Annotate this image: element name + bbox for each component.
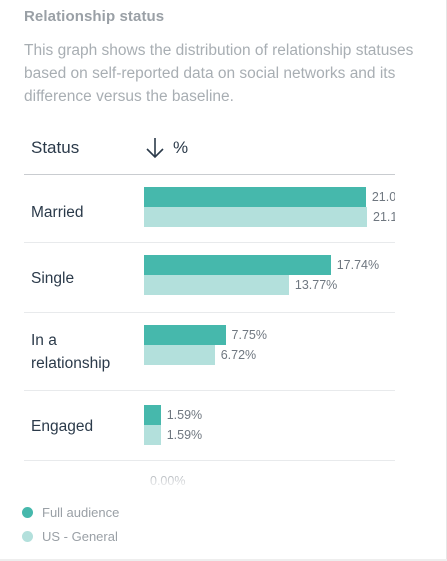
row-label: Engaged bbox=[31, 418, 94, 435]
full-audience-bar[interactable] bbox=[144, 255, 331, 275]
us-general-value: 13.77% bbox=[294, 278, 338, 292]
row-label: Single bbox=[31, 270, 75, 287]
status-rows: Married 21.08% 21.19% Single 17.74% 13.77% In … bbox=[24, 175, 395, 485]
full-audience-bar[interactable] bbox=[144, 187, 366, 207]
table-row-engaged: Engaged 1.59% 1.59% bbox=[24, 391, 395, 461]
panel-description: This graph shows the distribution of rel… bbox=[24, 42, 414, 105]
us-general-value: 21.19% bbox=[373, 210, 395, 224]
full-audience-value: 1.59% bbox=[166, 408, 203, 422]
scroll-fade bbox=[24, 470, 424, 498]
full-audience-value: 7.75% bbox=[231, 328, 267, 342]
full-audience-bar[interactable] bbox=[144, 325, 226, 345]
us-general-value: 6.72% bbox=[220, 348, 257, 362]
table-header: Status % bbox=[24, 134, 395, 175]
arrow-down-icon[interactable] bbox=[144, 136, 166, 160]
us-general-bar[interactable] bbox=[144, 275, 289, 295]
full-audience-value: 21.08% bbox=[371, 190, 395, 204]
us-general-value: 1.59% bbox=[166, 428, 203, 442]
us-general-bar[interactable] bbox=[144, 207, 367, 227]
panel-title: Relationship status bbox=[24, 8, 165, 25]
row-label: Married bbox=[31, 204, 84, 221]
legend: Full audience US - General bbox=[22, 500, 119, 548]
us-general-bar[interactable] bbox=[144, 425, 161, 445]
full-audience-bar[interactable] bbox=[144, 405, 161, 425]
us-general-bar[interactable] bbox=[144, 345, 215, 365]
table-row-in-a-relationship: In a relationship 7.75% 6.72% bbox=[24, 313, 395, 391]
panel-bottom-divider bbox=[0, 559, 447, 561]
legend-label: US - General bbox=[42, 528, 118, 544]
legend-dot-icon bbox=[22, 530, 33, 542]
table-row-single: Single 17.74% 13.77% bbox=[24, 243, 395, 313]
legend-dot-icon bbox=[22, 506, 33, 518]
row-label: In a relationship bbox=[31, 332, 111, 372]
table-row-married: Married 21.08% 21.19% bbox=[24, 175, 395, 243]
status-column-header: Status bbox=[31, 138, 80, 157]
full-audience-value: 17.74% bbox=[336, 258, 380, 272]
percent-column-header: % bbox=[173, 138, 189, 157]
legend-item[interactable]: Full audience bbox=[22, 500, 119, 524]
legend-label: Full audience bbox=[42, 504, 120, 520]
legend-item[interactable]: US - General bbox=[22, 524, 119, 548]
